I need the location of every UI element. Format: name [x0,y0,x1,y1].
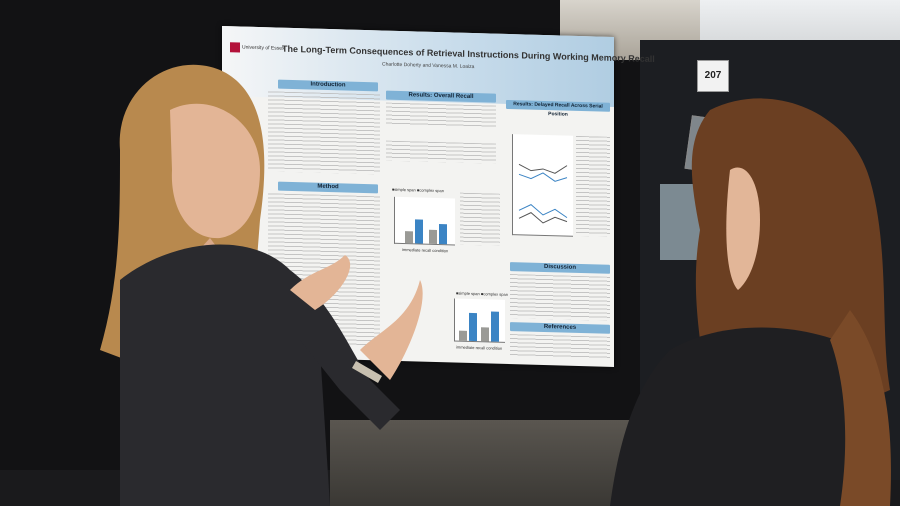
listener-woman [610,98,891,506]
bar-chart-2 [454,298,505,343]
bar [439,224,447,245]
board-number-card: 207 [697,60,729,92]
serial-position-lines [518,163,568,224]
research-poster: University of Essex The Long-Term Conseq… [222,26,655,367]
chart-note-1 [460,192,500,246]
bar [491,311,499,342]
chart-legend-2: ■simple span ■complex span [456,290,508,297]
bar [469,312,477,342]
presenter-woman [100,64,423,506]
line-chart-serial-position [512,134,573,237]
axis-label-2: immediate recall condition [456,344,503,351]
bar [481,327,489,342]
floor [330,420,630,506]
bar [459,330,467,341]
